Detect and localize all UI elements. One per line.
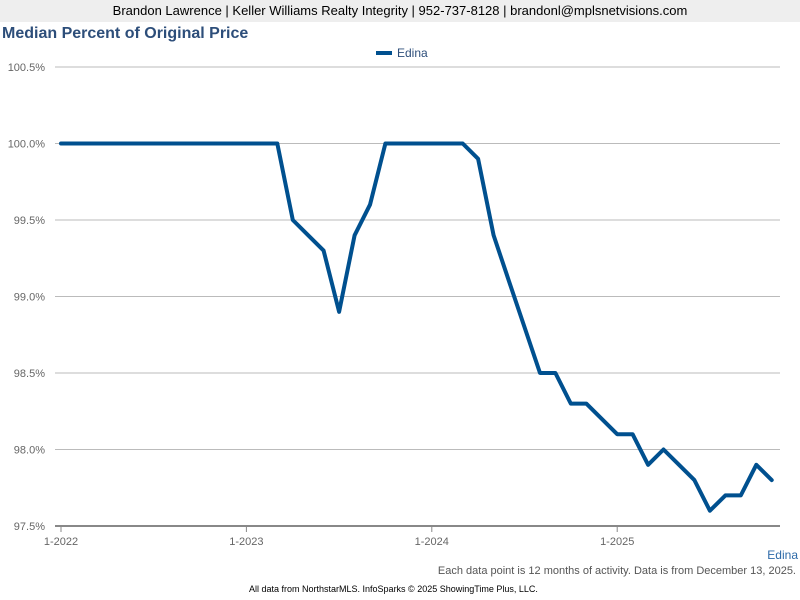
data-point (631, 432, 635, 436)
x-tick-label: 1-2023 (229, 536, 263, 548)
data-point (445, 142, 449, 145)
data-point (121, 142, 125, 145)
data-point (136, 142, 140, 145)
data-point (507, 279, 511, 283)
data-point (353, 233, 357, 237)
data-point (167, 142, 171, 145)
data-point (183, 142, 187, 145)
x-tick-label: 1-2022 (44, 536, 78, 548)
data-point (198, 142, 202, 145)
data-point (291, 218, 295, 222)
series-line-edina (59, 141, 774, 513)
data-point (770, 478, 774, 482)
y-tick-label: 99.5% (14, 215, 45, 227)
data-point (229, 142, 233, 145)
data-point (538, 371, 542, 375)
data-point (600, 417, 604, 421)
data-point (399, 142, 403, 145)
data-point (461, 142, 465, 145)
data-point (708, 509, 712, 513)
data-point (244, 142, 248, 145)
data-point (492, 233, 496, 237)
data-point (615, 432, 619, 436)
y-tick-label: 98.5% (14, 368, 45, 380)
data-note: Each data point is 12 months of activity… (437, 565, 796, 577)
legend-swatch (376, 51, 392, 55)
data-point (90, 142, 94, 145)
legend-label: Edina (397, 46, 428, 60)
y-tick-label: 98.0% (14, 445, 45, 457)
data-point (306, 233, 310, 237)
legend: Edina (376, 46, 428, 60)
data-point (260, 142, 264, 145)
data-point (383, 142, 387, 145)
data-point (105, 142, 109, 145)
data-point (74, 142, 78, 145)
y-tick-label: 97.5% (14, 521, 45, 533)
data-point (337, 310, 341, 314)
x-tick-label: 1-2024 (415, 536, 449, 548)
data-point (476, 157, 480, 161)
x-tick-label: 1-2025 (600, 536, 634, 548)
data-point (414, 142, 418, 145)
data-point (152, 142, 156, 145)
data-point (430, 142, 434, 145)
data-point (584, 402, 588, 406)
agent-header: Brandon Lawrence | Keller Williams Realt… (0, 0, 800, 22)
data-point (275, 142, 279, 145)
data-point (662, 448, 666, 451)
data-point (59, 142, 63, 145)
data-point (569, 402, 573, 406)
y-tick-label: 100.5% (8, 62, 46, 74)
data-point (214, 142, 217, 145)
data-point (322, 249, 326, 253)
data-point (553, 371, 557, 375)
data-point (739, 493, 743, 497)
data-point (523, 325, 526, 329)
data-point (754, 463, 758, 467)
series-label[interactable]: Edina (767, 548, 798, 562)
data-point (368, 203, 372, 207)
chart-title: Median Percent of Original Price (2, 25, 249, 42)
credits: All data from NorthstarMLS. InfoSparks ©… (249, 584, 538, 594)
data-point (677, 463, 681, 467)
data-point (692, 478, 696, 482)
y-tick-label: 100.0% (8, 139, 46, 151)
y-tick-label: 99.0% (14, 292, 45, 304)
data-point (723, 493, 727, 497)
data-point (646, 463, 650, 467)
